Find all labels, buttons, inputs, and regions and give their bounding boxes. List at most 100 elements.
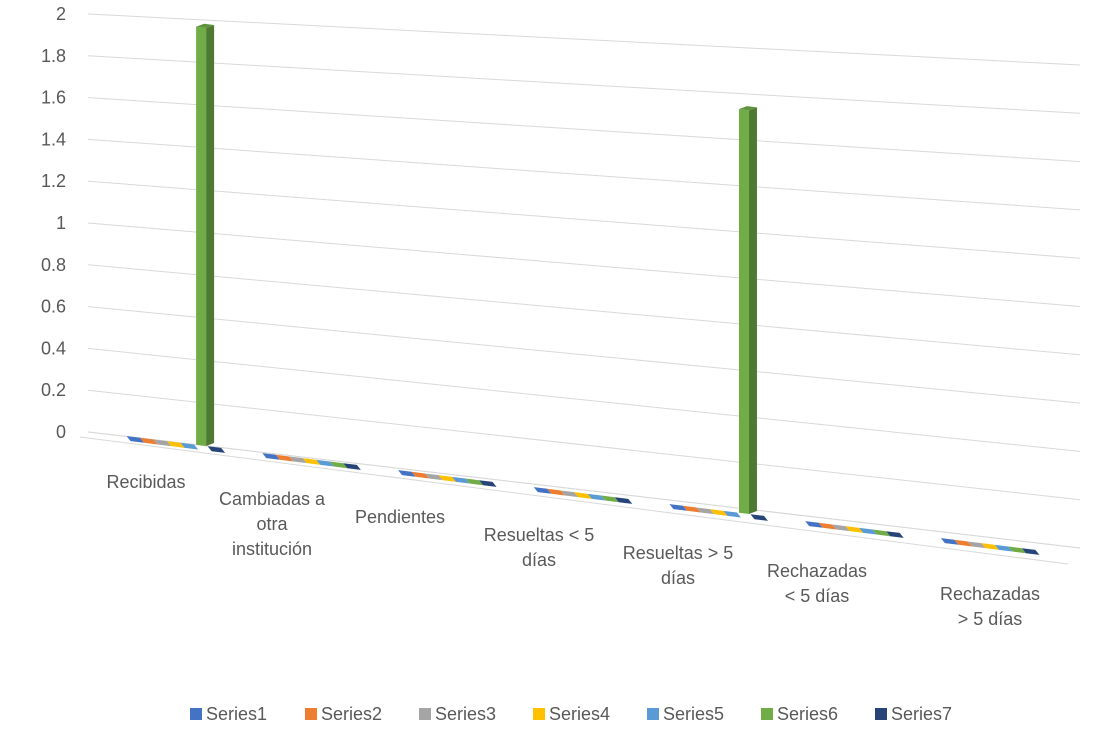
gridline (87, 389, 1081, 501)
floor-edge-front (79, 436, 1069, 565)
bar-series5-2 (452, 476, 470, 484)
gridlines (79, 13, 1081, 565)
legend-label: Series1 (206, 704, 267, 724)
y-tick-label: 0.8 (41, 255, 66, 275)
bar-series3-1 (289, 456, 307, 464)
bar-series6-4 (738, 106, 757, 515)
legend-item-series3: Series3 (419, 704, 496, 724)
bar-series6-0 (196, 23, 215, 447)
gridline (87, 264, 1081, 356)
bar-series1-5 (805, 521, 823, 528)
bar-series2-6 (954, 539, 972, 547)
legend-label: Series6 (777, 704, 838, 724)
bar-series7-4 (750, 514, 768, 521)
bar-series2-3 (547, 488, 565, 496)
bar-series5-3 (587, 493, 606, 501)
legend: Series1 Series2 Series3 Series4 Series5 Serie… (190, 704, 952, 724)
bar-series3-2 (425, 473, 443, 481)
bar-series7-1 (343, 463, 361, 470)
bar-series2-5 (818, 522, 837, 530)
legend-item-series6: Series6 (761, 704, 838, 724)
bar-series1-0 (126, 436, 145, 443)
gridline (87, 97, 1081, 163)
legend-item-series4: Series4 (533, 704, 610, 724)
gridline (87, 180, 1081, 259)
bar-series2-4 (682, 505, 701, 513)
bar-series2-1 (275, 454, 294, 462)
legend-label: Series5 (663, 704, 724, 724)
gridline (87, 55, 1081, 114)
y-tick-label: 0 (56, 422, 66, 442)
y-tick-label: 2 (56, 4, 66, 24)
bar-series6-2 (465, 478, 484, 486)
y-axis-ticks: 0 0.2 0.4 0.6 0.8 1 1.2 1.4 1.6 1.8 2 (41, 4, 66, 442)
y-tick-label: 0.4 (41, 338, 66, 358)
y-tick-label: 1.4 (41, 129, 66, 149)
legend-item-series5: Series5 (647, 704, 724, 724)
bar-series7-6 (1021, 548, 1040, 555)
legend-label: Series2 (321, 704, 382, 724)
bar-series4-6 (981, 543, 999, 550)
gridline (87, 347, 1081, 452)
bar-series4-0 (167, 441, 185, 448)
bars (126, 23, 1040, 555)
bar-series5-0 (180, 442, 199, 450)
category-labels: Recibidas Cambiadas a otra institución Pendi… (106, 472, 1040, 629)
bar-series7-3 (614, 497, 633, 504)
gridline (87, 222, 1081, 307)
legend-label: Series4 (549, 704, 610, 724)
bar-series4-1 (302, 458, 321, 465)
legend-swatch (647, 708, 659, 720)
bar-series4-3 (574, 492, 592, 499)
legend-item-series7: Series7 (875, 704, 952, 724)
category-label: Resueltas > 5 días (623, 543, 734, 588)
category-label: Rechazadas > 5 días (940, 584, 1040, 629)
bar-series4-5 (845, 526, 864, 533)
bar-series6-5 (872, 529, 891, 537)
bar-series7-0 (207, 446, 226, 453)
legend-label: Series7 (891, 704, 952, 724)
bar-series3-3 (560, 490, 579, 498)
bar-series6-1 (329, 461, 348, 469)
gridline (87, 13, 1081, 66)
bar-series3-5 (832, 524, 850, 532)
bar-series3-6 (967, 541, 986, 549)
legend-swatch (305, 708, 317, 720)
legend-label: Series3 (435, 704, 496, 724)
bar-series2-0 (140, 437, 158, 445)
legend-swatch (533, 708, 545, 720)
category-label: Cambiadas a otra institución (219, 489, 326, 559)
category-label: Pendientes (355, 507, 445, 527)
bar-series5-5 (859, 527, 877, 535)
y-tick-label: 1.2 (41, 171, 66, 191)
bar-series3-4 (696, 507, 714, 515)
bar-series4-2 (438, 475, 457, 482)
legend-swatch (761, 708, 773, 720)
y-tick-label: 1.6 (41, 88, 66, 108)
legend-swatch (190, 708, 202, 720)
bar-series1-2 (398, 470, 416, 477)
y-tick-label: 0.6 (41, 297, 66, 317)
bar-series3-0 (153, 439, 172, 447)
category-label: Rechazadas < 5 días (767, 561, 867, 606)
bar-series1-3 (533, 487, 552, 494)
bar-series1-6 (940, 538, 959, 545)
category-label: Recibidas (106, 472, 185, 492)
y-tick-label: 1 (56, 213, 66, 233)
floor-edge-back (87, 431, 1081, 549)
bar-series2-2 (411, 471, 430, 479)
legend-swatch (875, 708, 887, 720)
bar-series4-4 (709, 509, 728, 516)
legend-item-series2: Series2 (305, 704, 382, 724)
bar-series6-6 (1008, 546, 1026, 554)
bar-series1-1 (262, 453, 280, 460)
bar-series5-4 (723, 510, 741, 518)
bar-series1-4 (669, 504, 687, 511)
bar-series6-3 (601, 495, 619, 503)
bar-series5-1 (316, 459, 334, 467)
bar-series7-2 (479, 480, 497, 487)
category-label: Resueltas < 5 días (484, 525, 595, 570)
y-tick-label: 1.8 (41, 46, 66, 66)
gridline (87, 138, 1081, 211)
